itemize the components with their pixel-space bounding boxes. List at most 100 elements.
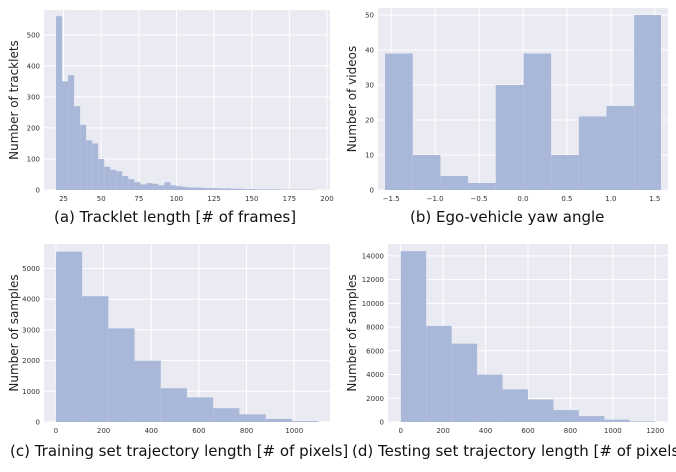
histogram-bar bbox=[82, 296, 109, 422]
histogram-bar bbox=[146, 183, 153, 190]
histogram-bar bbox=[266, 189, 273, 190]
histogram-bar bbox=[140, 184, 147, 190]
y-tick-label: 0 bbox=[36, 187, 40, 195]
histogram-bar bbox=[468, 183, 496, 190]
histogram-bar bbox=[451, 343, 478, 422]
y-tick-label: 4000 bbox=[22, 296, 40, 304]
y-tick-label: 5000 bbox=[22, 265, 40, 273]
y-tick-label: 500 bbox=[27, 31, 40, 39]
x-tick-label: 800 bbox=[564, 427, 577, 435]
chart-panel-a: 25 50 75 100 125 150 175 200 0 100 200 300 400 500 Num… bbox=[0, 0, 338, 236]
x-tick-label: −0.5 bbox=[471, 195, 488, 203]
histogram-bar bbox=[62, 81, 69, 190]
histogram-bar bbox=[236, 188, 243, 190]
y-tick-label: 10 bbox=[365, 152, 374, 160]
histogram-bar bbox=[108, 328, 135, 422]
histogram-bar bbox=[523, 53, 552, 190]
histogram-bar bbox=[400, 251, 427, 422]
histogram-bar bbox=[80, 124, 87, 190]
histogram-bar bbox=[182, 186, 189, 190]
histogram-bar bbox=[116, 171, 123, 190]
histogram-bar bbox=[134, 182, 141, 190]
y-tick-label: 400 bbox=[27, 62, 40, 70]
chart-d: 0 200 400 600 800 1000 12000200040006000800010… bbox=[345, 244, 668, 435]
histogram-bar bbox=[230, 188, 237, 190]
histogram-bar bbox=[92, 143, 99, 190]
x-tick-label: 0 bbox=[54, 427, 58, 435]
histogram-bar bbox=[291, 421, 319, 422]
chart-panel-c: 0 200 400 600 800 1000 0 1000 2000 3000 4000 5000 Nu… bbox=[0, 236, 348, 472]
y-tick-label: 0 bbox=[36, 419, 40, 427]
histogram-bar bbox=[188, 187, 195, 190]
x-tick-label: 1000 bbox=[604, 427, 622, 435]
x-tick-label: 600 bbox=[521, 427, 534, 435]
histogram-bar bbox=[502, 389, 528, 422]
x-tick-label: −1.5 bbox=[383, 195, 400, 203]
chart-panel-b: −1.5 −1.0 −0.5 0.0 0.5 1.0 1.5 0 10 20 30 40 50 Numbe… bbox=[338, 0, 676, 236]
y-tick-label: 2000 bbox=[22, 357, 40, 365]
y-tick-label: 200 bbox=[27, 124, 40, 132]
chart-c-caption: (c) Training set trajectory length [# of… bbox=[10, 442, 349, 460]
x-tick-label: 100 bbox=[170, 195, 183, 203]
histogram-bar bbox=[578, 416, 605, 422]
histogram-bar bbox=[553, 410, 579, 422]
y-tick-label: 300 bbox=[27, 93, 40, 101]
histogram-bar bbox=[134, 360, 161, 422]
histogram-bar bbox=[528, 399, 554, 422]
histogram-bar bbox=[158, 185, 165, 190]
histogram-bar bbox=[200, 187, 207, 190]
chart-b-caption: (b) Ego-vehicle yaw angle bbox=[410, 208, 605, 226]
y-tick-label: 14000 bbox=[362, 252, 384, 260]
x-tick-label: 1200 bbox=[646, 427, 664, 435]
histogram-bar bbox=[128, 179, 135, 190]
chart-b: −1.5 −1.0 −0.5 0.0 0.5 1.0 1.5 0 10 20 30 40 50 Numbe… bbox=[345, 8, 668, 203]
x-tick-label: 25 bbox=[59, 195, 68, 203]
y-tick-label: 2000 bbox=[366, 395, 384, 403]
histogram-bar bbox=[212, 188, 219, 190]
chart-panel-d: 0 200 400 600 800 1000 1200 0 2000 4000 6000 8000 10… bbox=[338, 236, 676, 472]
histogram-bar bbox=[170, 185, 177, 190]
x-tick-label: 0.5 bbox=[561, 195, 572, 203]
histogram-bar bbox=[495, 85, 524, 190]
histogram-bar bbox=[56, 16, 63, 191]
y-tick-label: 6000 bbox=[366, 347, 384, 355]
histogram-bar bbox=[152, 183, 159, 190]
y-tick-label: 20 bbox=[365, 117, 374, 125]
y-tick-label: 0 bbox=[370, 187, 374, 195]
chart-d-caption: (d) Testing set trajectory length [# of … bbox=[352, 442, 676, 460]
x-tick-label: 800 bbox=[240, 427, 253, 435]
y-axis-label: Number of samples bbox=[7, 274, 21, 391]
x-tick-label: 200 bbox=[436, 427, 449, 435]
histogram-bar bbox=[578, 116, 607, 190]
histogram-bar bbox=[74, 106, 81, 190]
y-axis-label: Number of samples bbox=[345, 274, 359, 391]
x-tick-label: −1.0 bbox=[427, 195, 444, 203]
y-tick-label: 30 bbox=[365, 82, 374, 90]
histogram-bar bbox=[248, 189, 255, 190]
histogram-bar bbox=[110, 169, 117, 190]
x-tick-label: 1.5 bbox=[649, 195, 660, 203]
x-tick-label: 600 bbox=[192, 427, 205, 435]
y-tick-label: 50 bbox=[365, 12, 374, 20]
x-tick-label: 50 bbox=[97, 195, 106, 203]
histogram-bar bbox=[239, 414, 266, 422]
x-tick-label: 400 bbox=[479, 427, 492, 435]
y-axis-label: Number of tracklets bbox=[7, 40, 21, 160]
y-tick-label: 12000 bbox=[362, 276, 384, 284]
x-tick-label: 400 bbox=[145, 427, 158, 435]
histogram-bar bbox=[55, 251, 83, 422]
histogram-bar bbox=[242, 189, 249, 190]
histogram-bar bbox=[634, 15, 661, 190]
histogram-bar bbox=[122, 176, 129, 190]
histogram-bar bbox=[440, 176, 469, 190]
histogram-bar bbox=[206, 188, 213, 190]
histogram-bar bbox=[412, 155, 441, 190]
histogram-bar bbox=[604, 419, 630, 422]
x-tick-label: 0.0 bbox=[517, 195, 528, 203]
histogram-bar bbox=[272, 189, 279, 190]
x-tick-label: 175 bbox=[283, 195, 296, 203]
y-axis-label: Number of videos bbox=[345, 46, 359, 152]
histogram-bar bbox=[187, 397, 214, 422]
histogram-bar bbox=[629, 421, 656, 422]
y-tick-label: 8000 bbox=[366, 324, 384, 332]
